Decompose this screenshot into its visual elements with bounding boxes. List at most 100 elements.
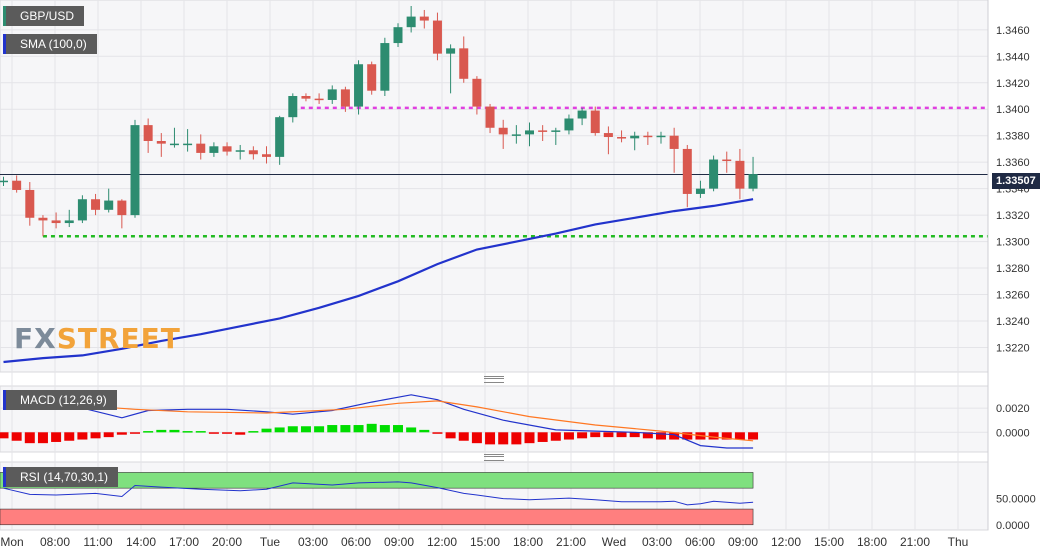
time-tick-label: 17:00 [169, 535, 199, 549]
macd-histogram-bar [90, 432, 101, 439]
candle-body [472, 78, 482, 107]
candle-body [498, 127, 508, 135]
macd-histogram-bar [300, 426, 311, 433]
macd-histogram-bar [248, 431, 259, 433]
candle-body [695, 188, 705, 194]
candle-body [419, 16, 429, 21]
macd-histogram-bar [261, 428, 272, 433]
rsi-tick-label: 50.0000 [996, 494, 1036, 506]
candle-body [248, 150, 258, 155]
sma-label: SMA (100,0) [3, 34, 97, 54]
time-tick-label: 20:00 [212, 535, 242, 549]
time-tick-label: 21:00 [900, 535, 930, 549]
candle-body [25, 189, 35, 218]
candle-body [117, 200, 127, 216]
candle-body [367, 64, 377, 91]
candle-body [590, 110, 600, 134]
macd-tick-label: 0.0000 [996, 427, 1030, 439]
time-tick-label: 11:00 [83, 535, 112, 549]
macd-histogram-bar [156, 429, 167, 433]
macd-histogram-bar [550, 432, 561, 441]
rsi-oversold-zone [0, 508, 754, 526]
logo-street: STREET [56, 322, 181, 355]
candle-body [262, 154, 271, 157]
symbol-label: GBP/USD [3, 6, 85, 26]
macd-histogram-bar [471, 432, 482, 444]
time-tick-label: 06:00 [341, 535, 371, 549]
macd-histogram-bar [103, 432, 114, 438]
time-tick-label: 09:00 [728, 535, 758, 549]
candle-body [525, 130, 534, 135]
macd-histogram-bar [208, 432, 219, 434]
time-tick-label: Tue [260, 535, 281, 549]
macd-histogram-bar [116, 432, 127, 435]
candle-body [235, 150, 245, 152]
macd-histogram-bar [314, 426, 325, 433]
candle-body [143, 125, 153, 141]
rsi-overbought-zone [0, 472, 754, 489]
candle-body [577, 110, 587, 119]
macd-histogram-bar [708, 432, 719, 440]
candle-body [275, 117, 285, 157]
time-tick-label: 15:00 [470, 535, 500, 549]
time-tick-label: 12:00 [771, 535, 801, 549]
candle-body [196, 143, 206, 153]
candle-body [656, 135, 666, 138]
candle-body [459, 48, 469, 79]
macd-histogram-bar [366, 423, 377, 433]
macd-histogram-bar [130, 432, 140, 434]
time-tick-label: Mon [0, 535, 23, 549]
macd-histogram-bar [77, 432, 88, 440]
macd-histogram-bar [458, 432, 469, 441]
candle-body [12, 180, 22, 190]
macd-histogram-bar [721, 432, 732, 440]
candle-body [748, 174, 758, 189]
macd-histogram-bar [235, 432, 246, 435]
candle-body [682, 148, 692, 194]
macd-histogram-bar [419, 429, 430, 433]
macd-histogram-bar [669, 432, 680, 440]
macd-histogram-bar [353, 425, 364, 433]
macd-histogram-bar [748, 432, 759, 440]
time-tick-label: 09:00 [384, 535, 414, 549]
macd-histogram-bar [498, 432, 509, 445]
time-tick-label: 21:00 [556, 535, 586, 549]
macd-histogram-bar [0, 432, 9, 439]
candle-body [169, 143, 179, 146]
pane-resize-handle-rsi[interactable] [484, 454, 504, 461]
time-tick-label: 08:00 [40, 535, 70, 549]
price-pane-bg [0, 0, 989, 373]
candle-body [222, 146, 232, 152]
candle-body [288, 96, 298, 118]
macd-histogram-bar [393, 425, 403, 433]
macd-histogram-bar [524, 432, 535, 444]
macd-histogram-bar [169, 429, 180, 433]
candle-body [91, 199, 101, 210]
macd-histogram-bar [327, 425, 338, 433]
price-tick-label: 1.3220 [996, 342, 1030, 354]
macd-histogram-bar [656, 432, 666, 440]
macd-histogram-bar [642, 432, 653, 439]
macd-histogram-bar [406, 427, 417, 433]
candle-body [104, 200, 114, 210]
macd-histogram-bar [24, 432, 35, 444]
logo-fx: FX [14, 322, 57, 355]
macd-histogram-bar [222, 432, 233, 434]
rsi-label: RSI (14,70,30,1) [3, 467, 119, 487]
macd-histogram-bar [616, 432, 627, 438]
candle-body [709, 159, 719, 189]
candle-body [406, 16, 416, 28]
candle-body [0, 180, 8, 183]
rsi-tick-label: 0.0000 [996, 520, 1030, 532]
candle-body [722, 159, 732, 162]
macd-histogram-bar [590, 432, 601, 438]
price-tick-label: 1.3400 [996, 104, 1030, 116]
macd-histogram-bar [143, 431, 154, 433]
macd-histogram-bar [51, 432, 62, 442]
candle-body [314, 98, 324, 101]
macd-tick-label: 0.0020 [996, 403, 1030, 415]
macd-histogram-bar [629, 432, 640, 438]
candle-body [551, 130, 561, 132]
pane-resize-handle-macd[interactable] [484, 376, 504, 383]
